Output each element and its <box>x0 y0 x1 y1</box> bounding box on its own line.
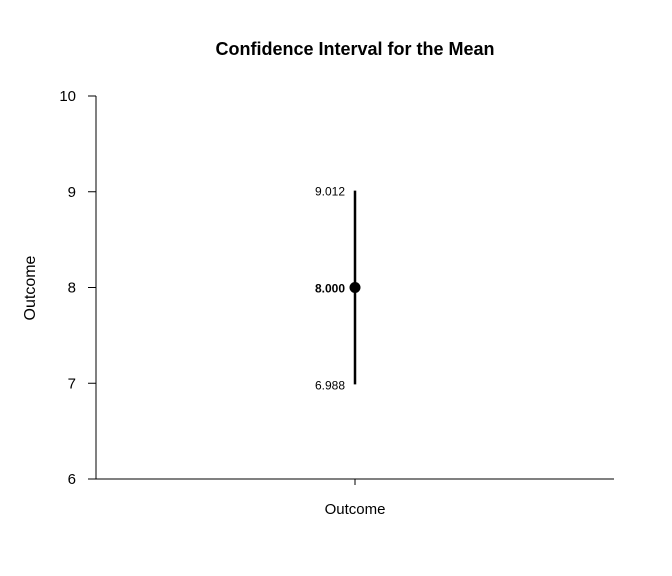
y-axis-label: Outcome <box>22 255 39 320</box>
y-tick-label: 6 <box>68 471 76 488</box>
upper-bound-label: 9.012 <box>315 185 345 199</box>
x-category-label: Outcome <box>325 501 386 518</box>
chart-title: Confidence Interval for the Mean <box>215 39 494 59</box>
y-tick-label: 9 <box>68 184 76 201</box>
y-tick-label: 8 <box>68 280 76 297</box>
y-ticks: 6 7 8 9 10 <box>59 88 96 488</box>
chart-marks: 9.012 8.000 6.988 <box>315 185 361 392</box>
x-categories: Outcome <box>325 479 386 518</box>
mean-point <box>349 282 361 293</box>
y-tick-label: 10 <box>59 88 76 105</box>
mean-label: 8.000 <box>315 282 345 296</box>
y-tick-label: 7 <box>68 375 76 392</box>
lower-bound-label: 6.988 <box>315 378 345 392</box>
